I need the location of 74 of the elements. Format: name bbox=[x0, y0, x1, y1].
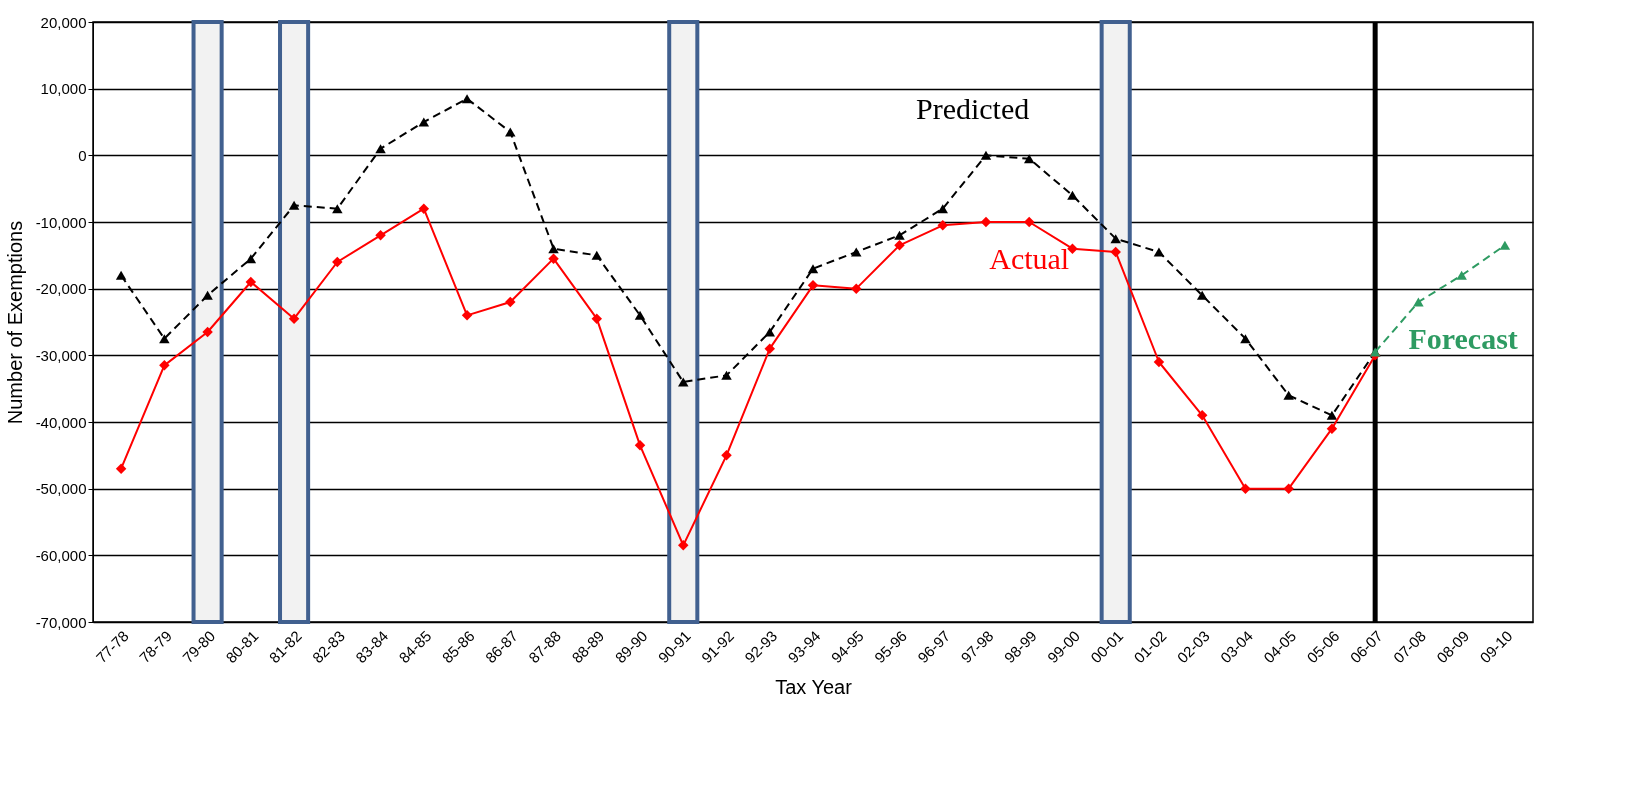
point bbox=[1196, 410, 1208, 421]
point bbox=[375, 230, 386, 241]
y-axis-title: Number of Exemptions bbox=[3, 220, 26, 425]
point bbox=[591, 313, 603, 324]
point bbox=[937, 220, 948, 231]
point bbox=[159, 334, 170, 344]
point bbox=[851, 247, 862, 257]
point bbox=[894, 230, 905, 240]
point bbox=[1110, 246, 1121, 258]
y-tick-label: 20,000 bbox=[40, 13, 87, 31]
y-tick-label: -30,000 bbox=[35, 346, 87, 364]
point bbox=[1110, 234, 1121, 244]
point bbox=[202, 326, 213, 338]
point bbox=[548, 244, 559, 254]
point bbox=[332, 204, 343, 214]
point bbox=[288, 200, 300, 210]
point bbox=[1023, 154, 1035, 164]
point bbox=[678, 540, 689, 551]
point bbox=[1153, 247, 1165, 257]
point bbox=[764, 343, 775, 354]
y-tick-label: -60,000 bbox=[35, 546, 87, 564]
point bbox=[764, 327, 775, 337]
point bbox=[1326, 410, 1338, 420]
point bbox=[1499, 240, 1511, 250]
point bbox=[332, 256, 343, 268]
y-tick-label: 10,000 bbox=[40, 80, 87, 98]
point bbox=[894, 240, 905, 251]
y-tick-label: -20,000 bbox=[35, 280, 87, 298]
point bbox=[1196, 290, 1208, 300]
point bbox=[115, 270, 127, 280]
point bbox=[505, 127, 516, 137]
point bbox=[807, 264, 819, 274]
point bbox=[980, 150, 992, 160]
series-label: Forecast bbox=[1408, 322, 1518, 355]
point bbox=[634, 310, 646, 320]
point bbox=[1153, 356, 1165, 368]
point bbox=[591, 250, 603, 260]
point bbox=[159, 360, 170, 371]
point bbox=[245, 254, 257, 264]
point bbox=[851, 283, 862, 294]
point bbox=[1283, 390, 1294, 400]
point bbox=[937, 204, 948, 214]
x-axis-title: Tax Year bbox=[775, 676, 853, 699]
point bbox=[678, 377, 689, 387]
point bbox=[721, 370, 732, 380]
y-tick-label: -10,000 bbox=[35, 213, 87, 231]
point bbox=[505, 296, 516, 308]
point bbox=[721, 450, 732, 461]
point bbox=[288, 313, 300, 324]
point bbox=[1240, 483, 1251, 494]
point bbox=[1456, 270, 1467, 280]
y-tick-label: -40,000 bbox=[35, 413, 87, 431]
series-label: Predicted bbox=[915, 92, 1030, 126]
point bbox=[807, 280, 819, 291]
y-tick-label: -70,000 bbox=[35, 613, 87, 631]
series-label: Actual bbox=[989, 242, 1070, 275]
point bbox=[1413, 297, 1424, 307]
point bbox=[634, 440, 646, 451]
point bbox=[418, 203, 430, 214]
point bbox=[1067, 190, 1078, 200]
point bbox=[418, 117, 430, 127]
point bbox=[245, 276, 257, 288]
point bbox=[1240, 334, 1251, 344]
point bbox=[375, 144, 386, 154]
y-tick-label: -50,000 bbox=[35, 480, 87, 498]
point bbox=[115, 463, 127, 474]
point bbox=[548, 253, 559, 264]
point bbox=[461, 310, 473, 321]
point bbox=[461, 94, 473, 104]
point bbox=[1283, 483, 1294, 494]
point bbox=[1326, 423, 1338, 434]
y-tick-label: 0 bbox=[78, 146, 87, 164]
point bbox=[202, 290, 213, 300]
point bbox=[1067, 243, 1078, 254]
